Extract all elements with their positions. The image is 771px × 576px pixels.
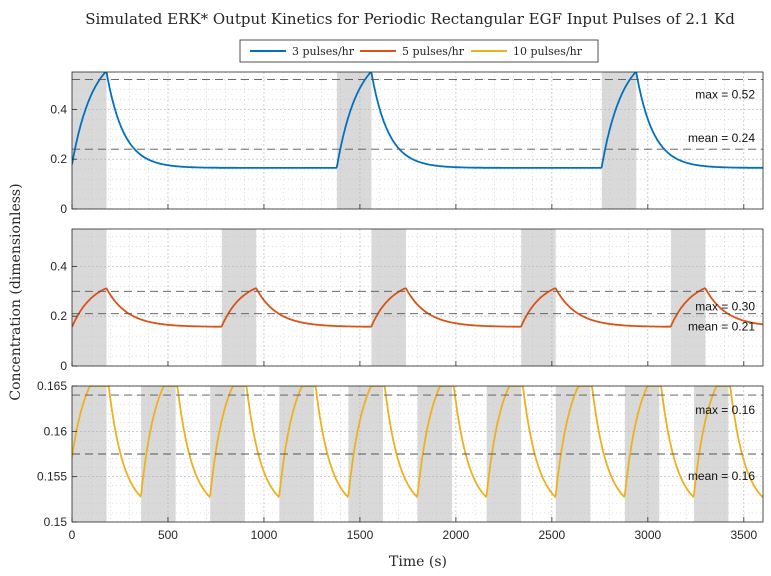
y-tick-label: 0.2 [50, 309, 67, 323]
x-tick-label: 2000 [443, 528, 470, 542]
panel-2: max = 0.30 mean = 0.21 0 0.2 0.4 [50, 228, 764, 373]
x-tick-label: 0 [69, 528, 76, 542]
x-tick-label: 2500 [539, 528, 566, 542]
y-tick-label: 0 [60, 359, 67, 373]
x-tick-label: 1000 [251, 528, 278, 542]
y-tick-label: 0.155 [37, 470, 67, 484]
x-axis-label: Time (s) [389, 554, 447, 570]
x-tick-label: 1500 [347, 528, 374, 542]
legend-label-5-pulses: 5 pulses/hr [402, 45, 465, 58]
mean-label: mean = 0.21 [688, 320, 755, 334]
y-tick-label: 0.4 [50, 102, 67, 116]
max-label: max = 0.30 [695, 299, 755, 313]
y-tick-label: 0.2 [50, 152, 67, 166]
pulse-band [670, 229, 706, 366]
y-tick-label: 0.15 [44, 515, 68, 529]
mean-label: mean = 0.24 [688, 131, 755, 145]
x-tick-label: 500 [158, 528, 178, 542]
legend: 3 pulses/hr 5 pulses/hr 10 pulses/hr [239, 39, 599, 63]
max-label: max = 0.52 [695, 87, 755, 101]
pulse-band [221, 229, 257, 366]
legend-label-3-pulses: 3 pulses/hr [292, 45, 355, 58]
x-tick-label: 3500 [730, 528, 757, 542]
pulse-band [521, 229, 556, 366]
chart-title: Simulated ERK* Output Kinetics for Perio… [85, 10, 735, 28]
mean-label: mean = 0.16 [688, 469, 755, 483]
panel-3: max = 0.16 mean = 0.16 0.15 0.155 0.16 0.165 0… [37, 379, 764, 542]
x-tick-label: 3000 [634, 528, 661, 542]
panel-1: max = 0.52 mean = 0.24 0 0.2 0.4 [50, 71, 764, 216]
legend-box [239, 39, 599, 63]
y-tick-label: 0.165 [37, 379, 67, 393]
panel-frame [71, 71, 764, 210]
panel-frame [71, 385, 764, 523]
y-tick-label: 0.16 [44, 424, 68, 438]
legend-label-10-pulses: 10 pulses/hr [513, 45, 583, 58]
series-line-5-pulses-hr [72, 287, 763, 328]
series-line-10-pulses-hr [72, 386, 763, 499]
pulse-band [72, 229, 107, 366]
y-axis-label: Concentration (dimensionless) [8, 183, 24, 400]
pulse-band [371, 229, 406, 366]
panel-frame [71, 228, 764, 367]
y-tick-label: 0 [60, 202, 67, 216]
panels: max = 0.52 mean = 0.24 0 0.2 0.4 max = 0.30 me… [37, 71, 764, 542]
max-label: max = 0.16 [695, 403, 755, 417]
series-line-3-pulses-hr [72, 72, 763, 169]
y-tick-label: 0.4 [50, 259, 67, 273]
